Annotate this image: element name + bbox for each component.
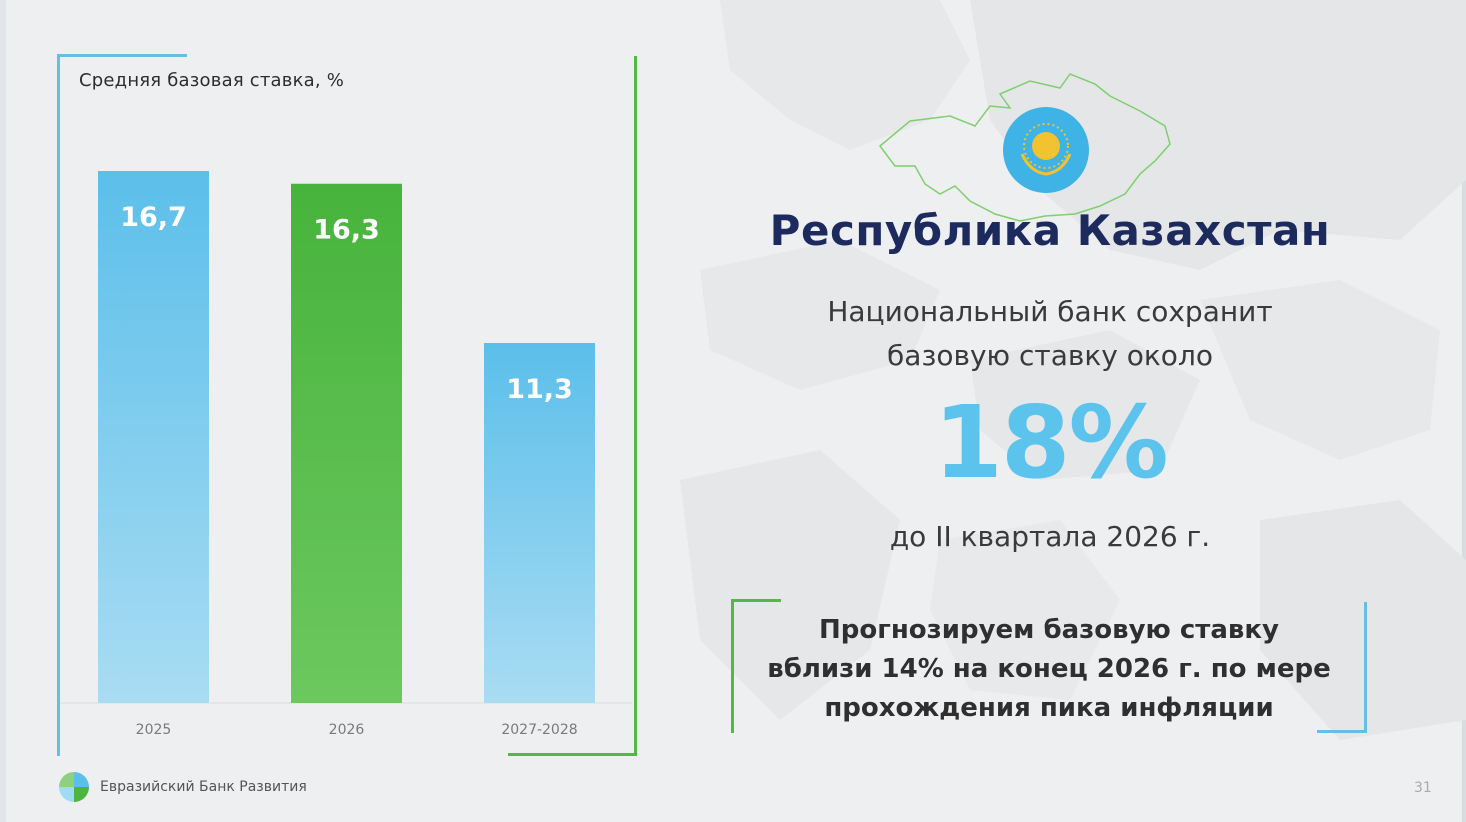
page-number: 31 [1414, 780, 1432, 796]
forecast-line-3: прохождения пика инфляции [824, 693, 1274, 723]
x-tick-label-2027-2028: 2027-2028 [501, 722, 577, 738]
forecast-frame-left [731, 599, 734, 733]
slide-left-edge [0, 0, 6, 822]
brand-name: Евразийский Банк Развития [100, 779, 307, 795]
chart-frame-bottom [508, 753, 637, 756]
chart-frame-right [634, 56, 637, 756]
chart-frame-left [57, 54, 60, 756]
world-map-background [680, 0, 1466, 740]
country-title: Республика Казахстан [769, 206, 1331, 255]
bar-2025 [98, 171, 209, 703]
forecast-frame-bottom [1317, 730, 1367, 733]
chart-frame-top [57, 54, 187, 57]
key-rate-value: 18% [933, 384, 1168, 501]
x-tick-label-2026: 2026 [329, 722, 365, 738]
bar-value-label-2026: 16,3 [313, 215, 380, 246]
headline-line-2: базовую ставку около [887, 339, 1213, 372]
bar-value-label-2027-2028: 11,3 [506, 374, 573, 405]
forecast-line-2: вблизи 14% на конец 2026 г. по мере [767, 654, 1331, 684]
bar-2026 [291, 183, 402, 704]
bar-chart: 16,7 2025 16,3 2026 11,3 2027-2028 [60, 171, 632, 738]
headline-text: Национальный банк сохранит базовую ставк… [740, 290, 1360, 378]
forecast-frame-top [731, 599, 781, 602]
slide-right-edge [1462, 0, 1466, 822]
forecast-line-1: Прогнозируем базовую ставку [819, 615, 1279, 645]
bar-2027-2028 [484, 343, 595, 703]
bar-value-label-2025: 16,7 [120, 202, 187, 233]
forecast-frame-right [1364, 602, 1367, 733]
headline-line-1: Национальный банк сохранит [827, 295, 1273, 328]
chart-title: Средняя базовая ставка, % [79, 70, 345, 91]
rate-period: до II квартала 2026 г. [889, 520, 1211, 553]
kazakhstan-map-icon [878, 73, 1171, 222]
x-tick-label-2025: 2025 [136, 722, 172, 738]
forecast-text: Прогнозируем базовую ставку вблизи 14% н… [760, 611, 1338, 728]
edb-logo-icon [59, 772, 89, 802]
